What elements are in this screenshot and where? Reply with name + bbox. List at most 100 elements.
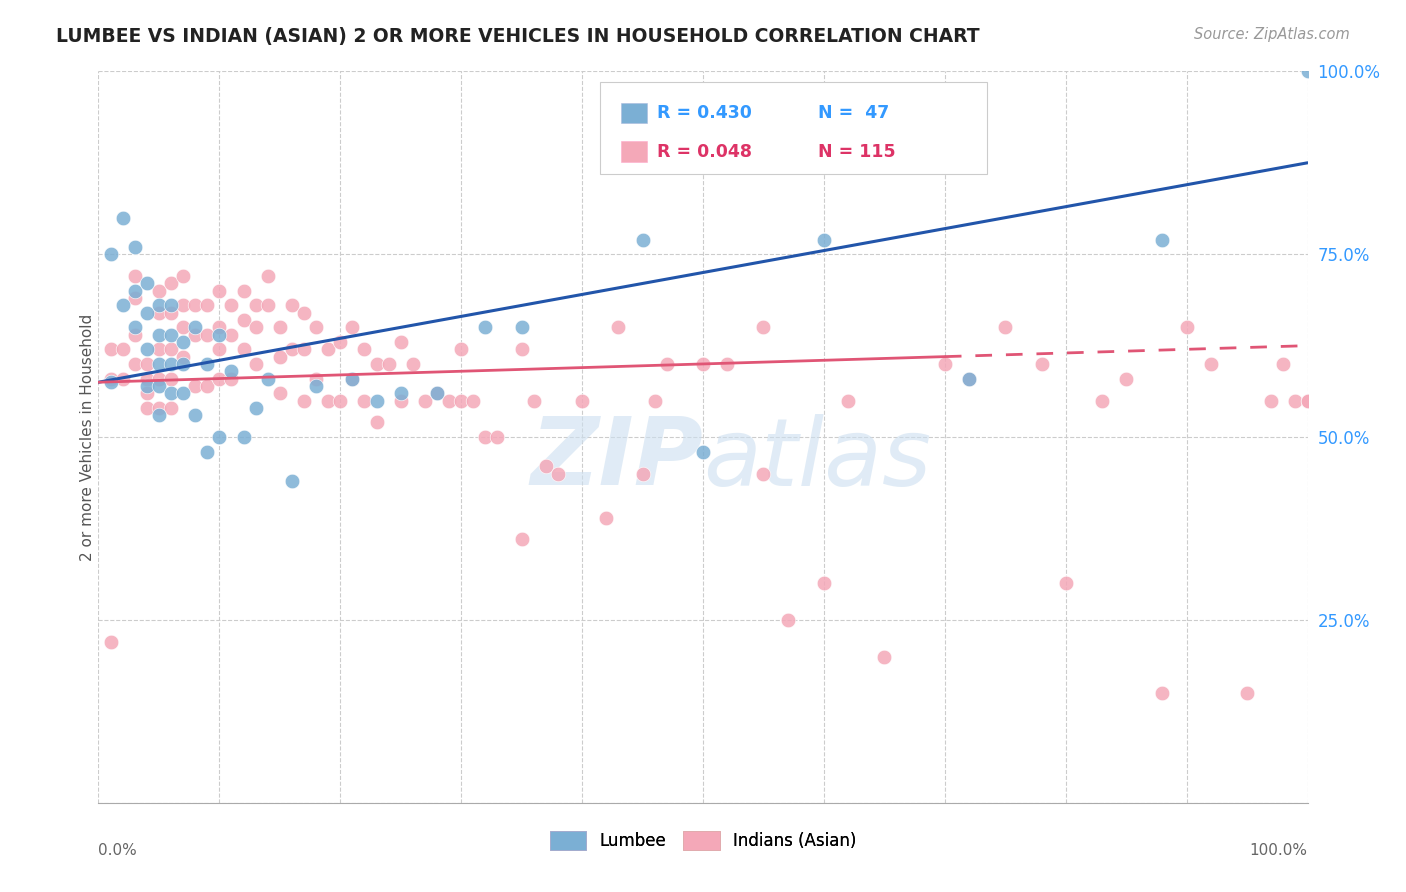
Point xyxy=(208,327,231,342)
Point xyxy=(195,357,218,371)
Point xyxy=(752,320,775,334)
Point xyxy=(245,298,267,312)
Point xyxy=(256,269,278,284)
Point xyxy=(232,284,254,298)
Point xyxy=(1152,686,1174,700)
Text: N =  47: N = 47 xyxy=(818,103,889,122)
Point xyxy=(1260,393,1282,408)
Point xyxy=(1091,393,1114,408)
Point xyxy=(776,613,799,627)
Point xyxy=(402,357,425,371)
Point xyxy=(631,467,654,481)
FancyBboxPatch shape xyxy=(621,141,647,161)
Point xyxy=(644,393,666,408)
Point xyxy=(148,357,170,371)
Point xyxy=(184,327,207,342)
Point xyxy=(426,386,449,401)
Point xyxy=(595,510,617,524)
Point xyxy=(111,371,134,385)
Point xyxy=(245,320,267,334)
Point xyxy=(195,444,218,458)
Text: Source: ZipAtlas.com: Source: ZipAtlas.com xyxy=(1194,27,1350,42)
Point xyxy=(208,371,231,385)
Point xyxy=(353,343,375,357)
Point xyxy=(426,386,449,401)
Point xyxy=(510,533,533,547)
Point xyxy=(292,306,315,320)
Point xyxy=(957,371,980,385)
Point xyxy=(111,298,134,312)
Point xyxy=(184,320,207,334)
Point xyxy=(221,371,243,385)
Point xyxy=(1115,371,1137,385)
Point xyxy=(269,320,291,334)
Point xyxy=(100,343,122,357)
Point xyxy=(160,343,183,357)
Point xyxy=(342,320,364,334)
Point xyxy=(160,327,183,342)
Point xyxy=(232,313,254,327)
Point xyxy=(292,393,315,408)
Point xyxy=(232,430,254,444)
Point xyxy=(195,298,218,312)
Point xyxy=(160,401,183,415)
Point xyxy=(135,401,157,415)
Point xyxy=(124,320,146,334)
Point xyxy=(342,371,364,385)
Point xyxy=(160,386,183,401)
Point xyxy=(172,386,194,401)
Point xyxy=(389,386,412,401)
Point xyxy=(450,343,472,357)
Point xyxy=(124,240,146,254)
Point xyxy=(534,459,557,474)
Point xyxy=(305,371,328,385)
Point xyxy=(316,343,339,357)
Point xyxy=(305,379,328,393)
Point xyxy=(148,306,170,320)
Point xyxy=(281,474,304,488)
Point xyxy=(148,343,170,357)
Point xyxy=(1296,393,1319,408)
Point xyxy=(232,343,254,357)
Point xyxy=(813,233,835,247)
Point xyxy=(124,327,146,342)
Point xyxy=(124,291,146,305)
Point xyxy=(148,401,170,415)
Point xyxy=(1175,320,1198,334)
Point xyxy=(221,298,243,312)
Point xyxy=(208,430,231,444)
Point xyxy=(148,408,170,422)
Point xyxy=(994,320,1017,334)
Point xyxy=(269,386,291,401)
FancyBboxPatch shape xyxy=(600,82,987,174)
Point xyxy=(474,320,496,334)
Point xyxy=(208,284,231,298)
Text: ZIP: ZIP xyxy=(530,413,703,505)
Point xyxy=(366,393,388,408)
Point xyxy=(135,357,157,371)
Y-axis label: 2 or more Vehicles in Household: 2 or more Vehicles in Household xyxy=(80,313,94,561)
Point xyxy=(221,327,243,342)
Point xyxy=(463,393,485,408)
Point xyxy=(256,371,278,385)
Point xyxy=(160,357,183,371)
Point xyxy=(172,269,194,284)
Point xyxy=(329,393,352,408)
Point xyxy=(184,379,207,393)
Point xyxy=(1054,576,1077,591)
Point xyxy=(135,379,157,393)
Point xyxy=(160,298,183,312)
Point xyxy=(184,408,207,422)
Text: 0.0%: 0.0% xyxy=(98,843,138,858)
Text: N = 115: N = 115 xyxy=(818,143,896,161)
Point xyxy=(389,393,412,408)
Point xyxy=(1031,357,1053,371)
Point xyxy=(813,576,835,591)
Point xyxy=(655,357,678,371)
Point xyxy=(1272,357,1295,371)
Point xyxy=(631,233,654,247)
Point xyxy=(245,357,267,371)
Point xyxy=(281,343,304,357)
Point xyxy=(716,357,738,371)
Point xyxy=(486,430,509,444)
